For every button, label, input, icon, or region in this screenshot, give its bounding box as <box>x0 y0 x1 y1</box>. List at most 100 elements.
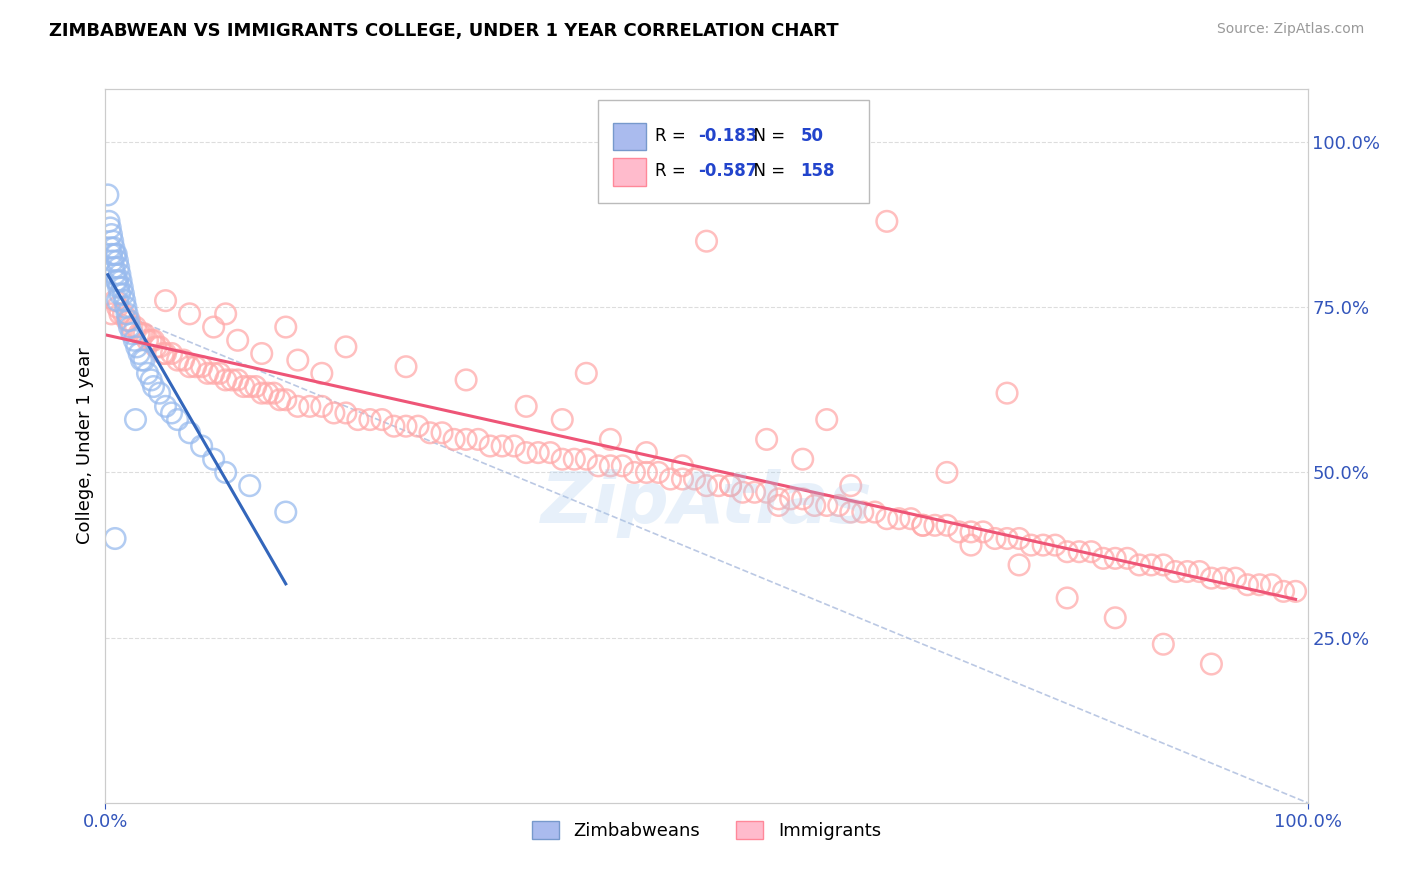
Y-axis label: College, Under 1 year: College, Under 1 year <box>76 348 94 544</box>
Point <box>214 373 236 387</box>
Point <box>139 333 162 347</box>
Point <box>527 445 550 459</box>
Point <box>98 221 121 235</box>
Point <box>179 307 201 321</box>
Point <box>107 300 129 314</box>
Point <box>562 452 585 467</box>
Point <box>131 326 153 341</box>
Point <box>636 466 658 480</box>
Text: 50: 50 <box>800 127 824 145</box>
Point <box>671 472 693 486</box>
Point <box>1249 578 1271 592</box>
Text: N =: N = <box>742 162 790 180</box>
Point <box>239 478 262 492</box>
Point <box>112 307 135 321</box>
Point <box>256 386 278 401</box>
Point <box>250 386 273 401</box>
Point <box>755 433 778 447</box>
Point <box>1177 565 1199 579</box>
Point <box>876 511 898 525</box>
Point <box>184 359 207 374</box>
Point <box>503 439 526 453</box>
Point <box>250 346 273 360</box>
Point <box>538 445 561 459</box>
Point <box>131 353 153 368</box>
Point <box>623 466 645 480</box>
Point <box>108 267 131 281</box>
Point <box>190 359 212 374</box>
Point <box>1140 558 1163 572</box>
Point <box>101 234 124 248</box>
Point <box>1092 551 1115 566</box>
Point <box>456 373 478 387</box>
Point <box>139 373 162 387</box>
Point <box>335 340 357 354</box>
Point <box>115 313 138 327</box>
Point <box>197 367 219 381</box>
Point <box>287 400 309 414</box>
Point <box>936 518 959 533</box>
Point <box>430 425 453 440</box>
Point <box>155 346 177 360</box>
Point <box>803 499 825 513</box>
Point <box>115 300 138 314</box>
Text: -0.183: -0.183 <box>699 127 758 145</box>
Point <box>115 307 138 321</box>
Text: R =: R = <box>655 127 690 145</box>
Point <box>815 499 838 513</box>
Point <box>148 340 170 354</box>
Point <box>395 359 418 374</box>
Bar <box>613 123 647 150</box>
Point <box>232 379 254 393</box>
Point <box>588 458 610 473</box>
Point <box>960 524 983 539</box>
Point <box>1284 584 1306 599</box>
Point <box>371 412 394 426</box>
Point <box>636 445 658 459</box>
Point <box>1164 565 1187 579</box>
Point <box>491 439 513 453</box>
Bar <box>613 159 647 186</box>
Point <box>108 287 131 301</box>
Point <box>152 346 174 360</box>
Point <box>322 406 344 420</box>
Point <box>105 274 128 288</box>
Point <box>104 532 127 546</box>
Point <box>226 333 249 347</box>
Point <box>911 518 934 533</box>
Point <box>1152 637 1174 651</box>
Point <box>121 320 143 334</box>
Point <box>443 433 465 447</box>
Point <box>145 340 167 354</box>
Point <box>104 267 127 281</box>
Point <box>828 499 851 513</box>
Point <box>221 373 243 387</box>
Point <box>160 346 183 360</box>
Point <box>406 419 429 434</box>
Point <box>214 466 236 480</box>
Text: 158: 158 <box>800 162 835 180</box>
Point <box>960 538 983 552</box>
Point <box>900 511 922 525</box>
Point <box>155 400 177 414</box>
Point <box>720 478 742 492</box>
Point <box>100 227 122 242</box>
Point <box>768 491 790 506</box>
Point <box>107 280 129 294</box>
Text: ZIMBABWEAN VS IMMIGRANTS COLLEGE, UNDER 1 YEAR CORRELATION CHART: ZIMBABWEAN VS IMMIGRANTS COLLEGE, UNDER … <box>49 22 839 40</box>
Point <box>924 518 946 533</box>
Point <box>125 340 148 354</box>
Point <box>551 452 574 467</box>
Point <box>720 478 742 492</box>
Point <box>1008 558 1031 572</box>
Point <box>103 241 125 255</box>
Point <box>1116 551 1139 566</box>
Point <box>112 287 135 301</box>
Point <box>1069 545 1091 559</box>
Point <box>1272 584 1295 599</box>
Point <box>117 313 139 327</box>
Point <box>179 425 201 440</box>
Point <box>515 445 537 459</box>
Point <box>97 188 120 202</box>
Point <box>395 419 418 434</box>
